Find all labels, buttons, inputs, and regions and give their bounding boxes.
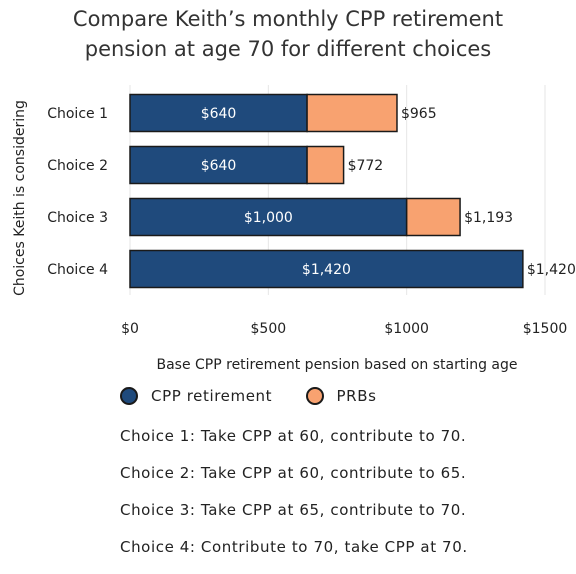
note-choice-1: Choice 1: Take CPP at 60, contribute to …: [120, 427, 467, 445]
note-choice-4: Choice 4: Contribute to 70, take CPP at …: [120, 538, 468, 556]
chart-title: Compare Keith’s monthly CPP retirement p…: [0, 4, 576, 64]
x-tick-label: $1000: [384, 321, 429, 337]
bar-chart: $0 $500 $1000 $1500 Base CPP retirement pens…: [47, 85, 576, 373]
bar-value-label: $1,000: [244, 210, 293, 226]
x-axis-label: Base CPP retirement pension based on sta…: [156, 357, 517, 373]
note-choice-2: Choice 2: Take CPP at 60, contribute to …: [120, 464, 467, 482]
legend-item-cpp: CPP retirement: [120, 387, 272, 405]
x-tick-label: $500: [251, 321, 287, 337]
y-tick-label: Choice 1: [47, 106, 108, 122]
legend-label-prbs: PRBs: [336, 387, 377, 405]
bar-value-label: $640: [201, 106, 237, 122]
bar-prbs: [405, 197, 461, 237]
y-tick-label: Choice 3: [47, 210, 108, 226]
chart-title-line-2: pension at age 70 for different choices: [84, 37, 492, 61]
bar-value-label: $640: [201, 158, 237, 174]
bar-prbs: [306, 145, 345, 185]
legend-item-prbs: PRBs: [305, 387, 377, 405]
bar-cpp-retirement: [129, 197, 408, 237]
bar-total-label: $772: [348, 158, 384, 174]
x-tick-label: $0: [121, 321, 139, 337]
y-axis-label: Choices Keith is considering: [12, 100, 28, 296]
chart-title-line-1: Compare Keith’s monthly CPP retirement: [72, 7, 504, 31]
bar-total-label: $1,193: [464, 210, 513, 226]
legend: CPP retirement PRBs: [120, 387, 405, 409]
bar-prbs: [306, 93, 398, 133]
bar-cpp-retirement: [129, 145, 308, 185]
bar-total-label: $1,420: [527, 262, 576, 278]
bar-cpp-retirement: [129, 249, 524, 289]
legend-swatch-cpp: [120, 387, 138, 405]
note-choice-3: Choice 3: Take CPP at 65, contribute to …: [120, 501, 467, 519]
bar-total-label: $965: [401, 106, 437, 122]
bar-value-label: $1,420: [302, 262, 351, 278]
y-tick-label: Choice 2: [47, 158, 108, 174]
x-tick-label: $1500: [523, 321, 568, 337]
y-tick-label: Choice 4: [47, 262, 108, 278]
choice-notes: Choice 1: Take CPP at 60, contribute to …: [120, 426, 468, 574]
legend-label-cpp: CPP retirement: [151, 387, 273, 405]
legend-swatch-prbs: [305, 387, 324, 405]
